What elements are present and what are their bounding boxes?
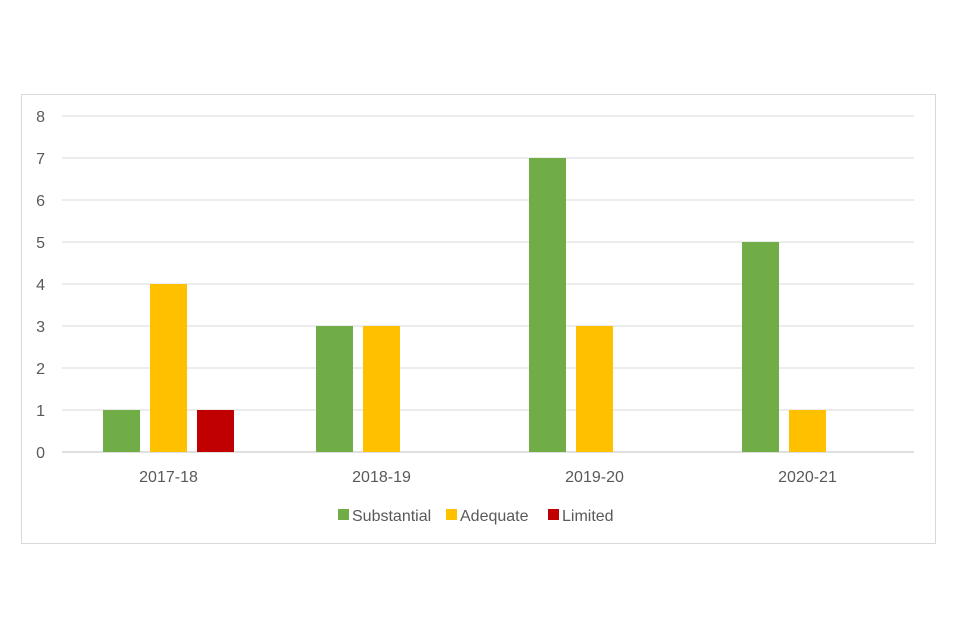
y-tick-label: 6	[36, 193, 45, 210]
y-tick-label: 4	[36, 277, 45, 294]
legend-label-substantial: Substantial	[352, 508, 431, 525]
legend-swatch-substantial	[338, 509, 349, 520]
x-tick-label: 2020-21	[778, 469, 837, 486]
y-tick-label: 2	[36, 361, 45, 378]
x-tick-label: 2018-19	[352, 469, 411, 486]
chart-frame	[21, 94, 936, 544]
y-tick-label: 7	[36, 151, 45, 168]
legend-label-adequate: Adequate	[460, 508, 529, 525]
x-tick-label: 2017-18	[139, 469, 198, 486]
y-tick-label: 8	[36, 109, 45, 126]
bar-adequate-2019-20	[576, 326, 613, 452]
bar-adequate-2020-21	[789, 410, 826, 452]
legend-swatch-limited	[548, 509, 559, 520]
y-tick-label: 1	[36, 403, 45, 420]
legend-label-limited: Limited	[562, 508, 614, 525]
y-tick-label: 0	[36, 445, 45, 462]
y-tick-label: 3	[36, 319, 45, 336]
bar-substantial-2019-20	[529, 158, 566, 452]
bar-substantial-2020-21	[742, 242, 779, 452]
y-tick-label: 5	[36, 235, 45, 252]
bar-adequate-2017-18	[150, 284, 187, 452]
bar-substantial-2017-18	[103, 410, 140, 452]
x-tick-label: 2019-20	[565, 469, 624, 486]
bar-limited-2017-18	[197, 410, 234, 452]
legend-swatch-adequate	[446, 509, 457, 520]
bar-adequate-2018-19	[363, 326, 400, 452]
bar-substantial-2018-19	[316, 326, 353, 452]
